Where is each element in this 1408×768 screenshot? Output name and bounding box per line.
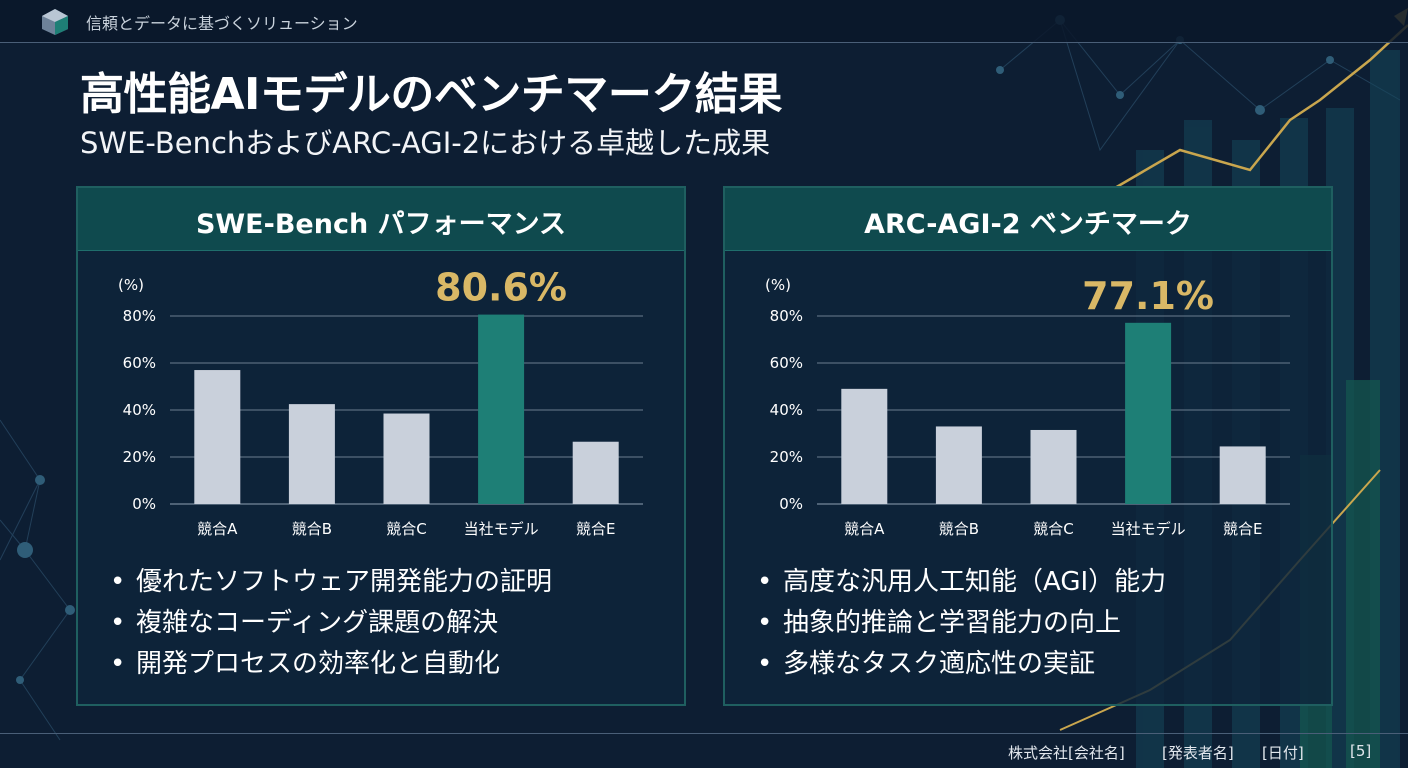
bullet-item: • 優れたソフトウェア開発能力の証明 (110, 562, 552, 603)
page-title: 高性能AIモデルのベンチマーク結果 (80, 69, 782, 120)
bar (1219, 446, 1266, 504)
bullet-text: 抽象的推論と学習能力の向上 (783, 608, 1122, 638)
x-tick-label: 当社モデル (464, 520, 539, 538)
bullet-dot: • (110, 567, 126, 597)
y-tick-label: 80% (123, 307, 156, 325)
y-tick-label: 0% (132, 495, 156, 513)
x-tick-label: 競合E (1223, 520, 1262, 538)
bullet-item: • 複雑なコーディング課題の解決 (110, 603, 552, 644)
x-tick-label: 当社モデル (1111, 520, 1186, 538)
header-tagline: 信頼とデータに基づくソリューション (86, 14, 358, 33)
bullet-text: 開発プロセスの効率化と自動化 (136, 649, 501, 679)
x-tick-label: 競合B (939, 520, 979, 538)
y-unit-label: (%) (765, 276, 791, 294)
x-tick-label: 競合B (292, 520, 332, 538)
bullet-text: 多様なタスク適応性の実証 (783, 649, 1096, 679)
y-tick-label: 40% (770, 401, 803, 419)
arc-agi-2-panel: ARC-AGI-2 ベンチマーク (%) 0% 20% 40% 60% 80% 競合A 競合B… (723, 186, 1333, 706)
bullet-item: • 抽象的推論と学習能力の向上 (757, 603, 1166, 644)
bar (935, 426, 982, 504)
highlight-value-label: 77.1% (1082, 274, 1214, 318)
bar (572, 441, 619, 504)
bar (841, 388, 888, 504)
arc-agi-2-bar-chart: (%) 0% 20% 40% 60% 80% 競合A 競合B 競合C 当社モデル 77.1% 競合E (765, 274, 1290, 538)
swe-bench-panel: SWE-Bench パフォーマンス (%) 0% 20% 40% 60% 80% 競合A 競合… (76, 186, 686, 706)
bar (288, 404, 335, 504)
x-tick-label: 競合A (844, 520, 885, 538)
footer-company: 株式会社[会社名] (1008, 744, 1125, 762)
bar-highlight (478, 314, 525, 504)
bullet-item: • 開発プロセスの効率化と自動化 (110, 644, 552, 685)
panel-title: ARC-AGI-2 ベンチマーク (864, 209, 1192, 240)
x-tick-label: 競合E (576, 520, 615, 538)
y-tick-label: 60% (770, 354, 803, 372)
bullet-text: 優れたソフトウェア開発能力の証明 (136, 567, 553, 597)
footer-page-number: [5] (1350, 742, 1372, 760)
panel-title: SWE-Bench パフォーマンス (195, 209, 567, 240)
top-header-bar: 信頼とデータに基づくソリューション (0, 0, 1408, 43)
y-unit-label: (%) (118, 276, 144, 294)
y-tick-label: 20% (770, 448, 803, 466)
panel-header: ARC-AGI-2 ベンチマーク (725, 188, 1331, 251)
x-tick-label: 競合A (197, 520, 238, 538)
bullet-dot: • (757, 649, 773, 679)
trend-line-decoration (1059, 24, 1408, 222)
bullet-text: 高度な汎用人工知能（AGI）能力 (783, 567, 1167, 597)
cube-logo-icon (42, 9, 68, 35)
y-tick-label: 20% (123, 448, 156, 466)
bullet-item: • 多様なタスク適応性の実証 (757, 644, 1166, 685)
x-tick-label: 競合C (1033, 520, 1073, 538)
bullet-dot: • (110, 608, 126, 638)
bullet-list: • 優れたソフトウェア開発能力の証明 • 複雑なコーディング課題の解決 • 開発プロセ… (110, 562, 552, 685)
bullet-list: • 高度な汎用人工知能（AGI）能力 • 抽象的推論と学習能力の向上 • 多様なタスク… (757, 562, 1166, 685)
swe-bench-bar-chart: (%) 0% 20% 40% 60% 80% 競合A 競合B 競合C 当社モデル 80.6% 競合E (118, 266, 643, 538)
y-tick-label: 40% (123, 401, 156, 419)
bar (383, 413, 430, 504)
x-tick-label: 競合C (386, 520, 426, 538)
bullet-dot: • (757, 567, 773, 597)
panel-header: SWE-Bench パフォーマンス (78, 188, 684, 251)
footer-presenter: [発表者名] (1162, 744, 1234, 762)
footer-divider (0, 733, 1408, 734)
y-tick-label: 80% (770, 307, 803, 325)
bar (194, 370, 241, 504)
bullet-dot: • (110, 649, 126, 679)
highlight-value-label: 80.6% (435, 266, 567, 310)
bullet-item: • 高度な汎用人工知能（AGI）能力 (757, 562, 1166, 603)
footer-date: [日付] (1262, 744, 1304, 762)
bar-highlight (1125, 322, 1172, 504)
bullet-dot: • (757, 608, 773, 638)
page-subtitle: SWE-BenchおよびARC-AGI-2における卓越した成果 (80, 126, 771, 160)
bullet-text: 複雑なコーディング課題の解決 (136, 608, 499, 638)
y-tick-label: 60% (123, 354, 156, 372)
y-tick-label: 0% (779, 495, 803, 513)
bar (1030, 429, 1077, 504)
